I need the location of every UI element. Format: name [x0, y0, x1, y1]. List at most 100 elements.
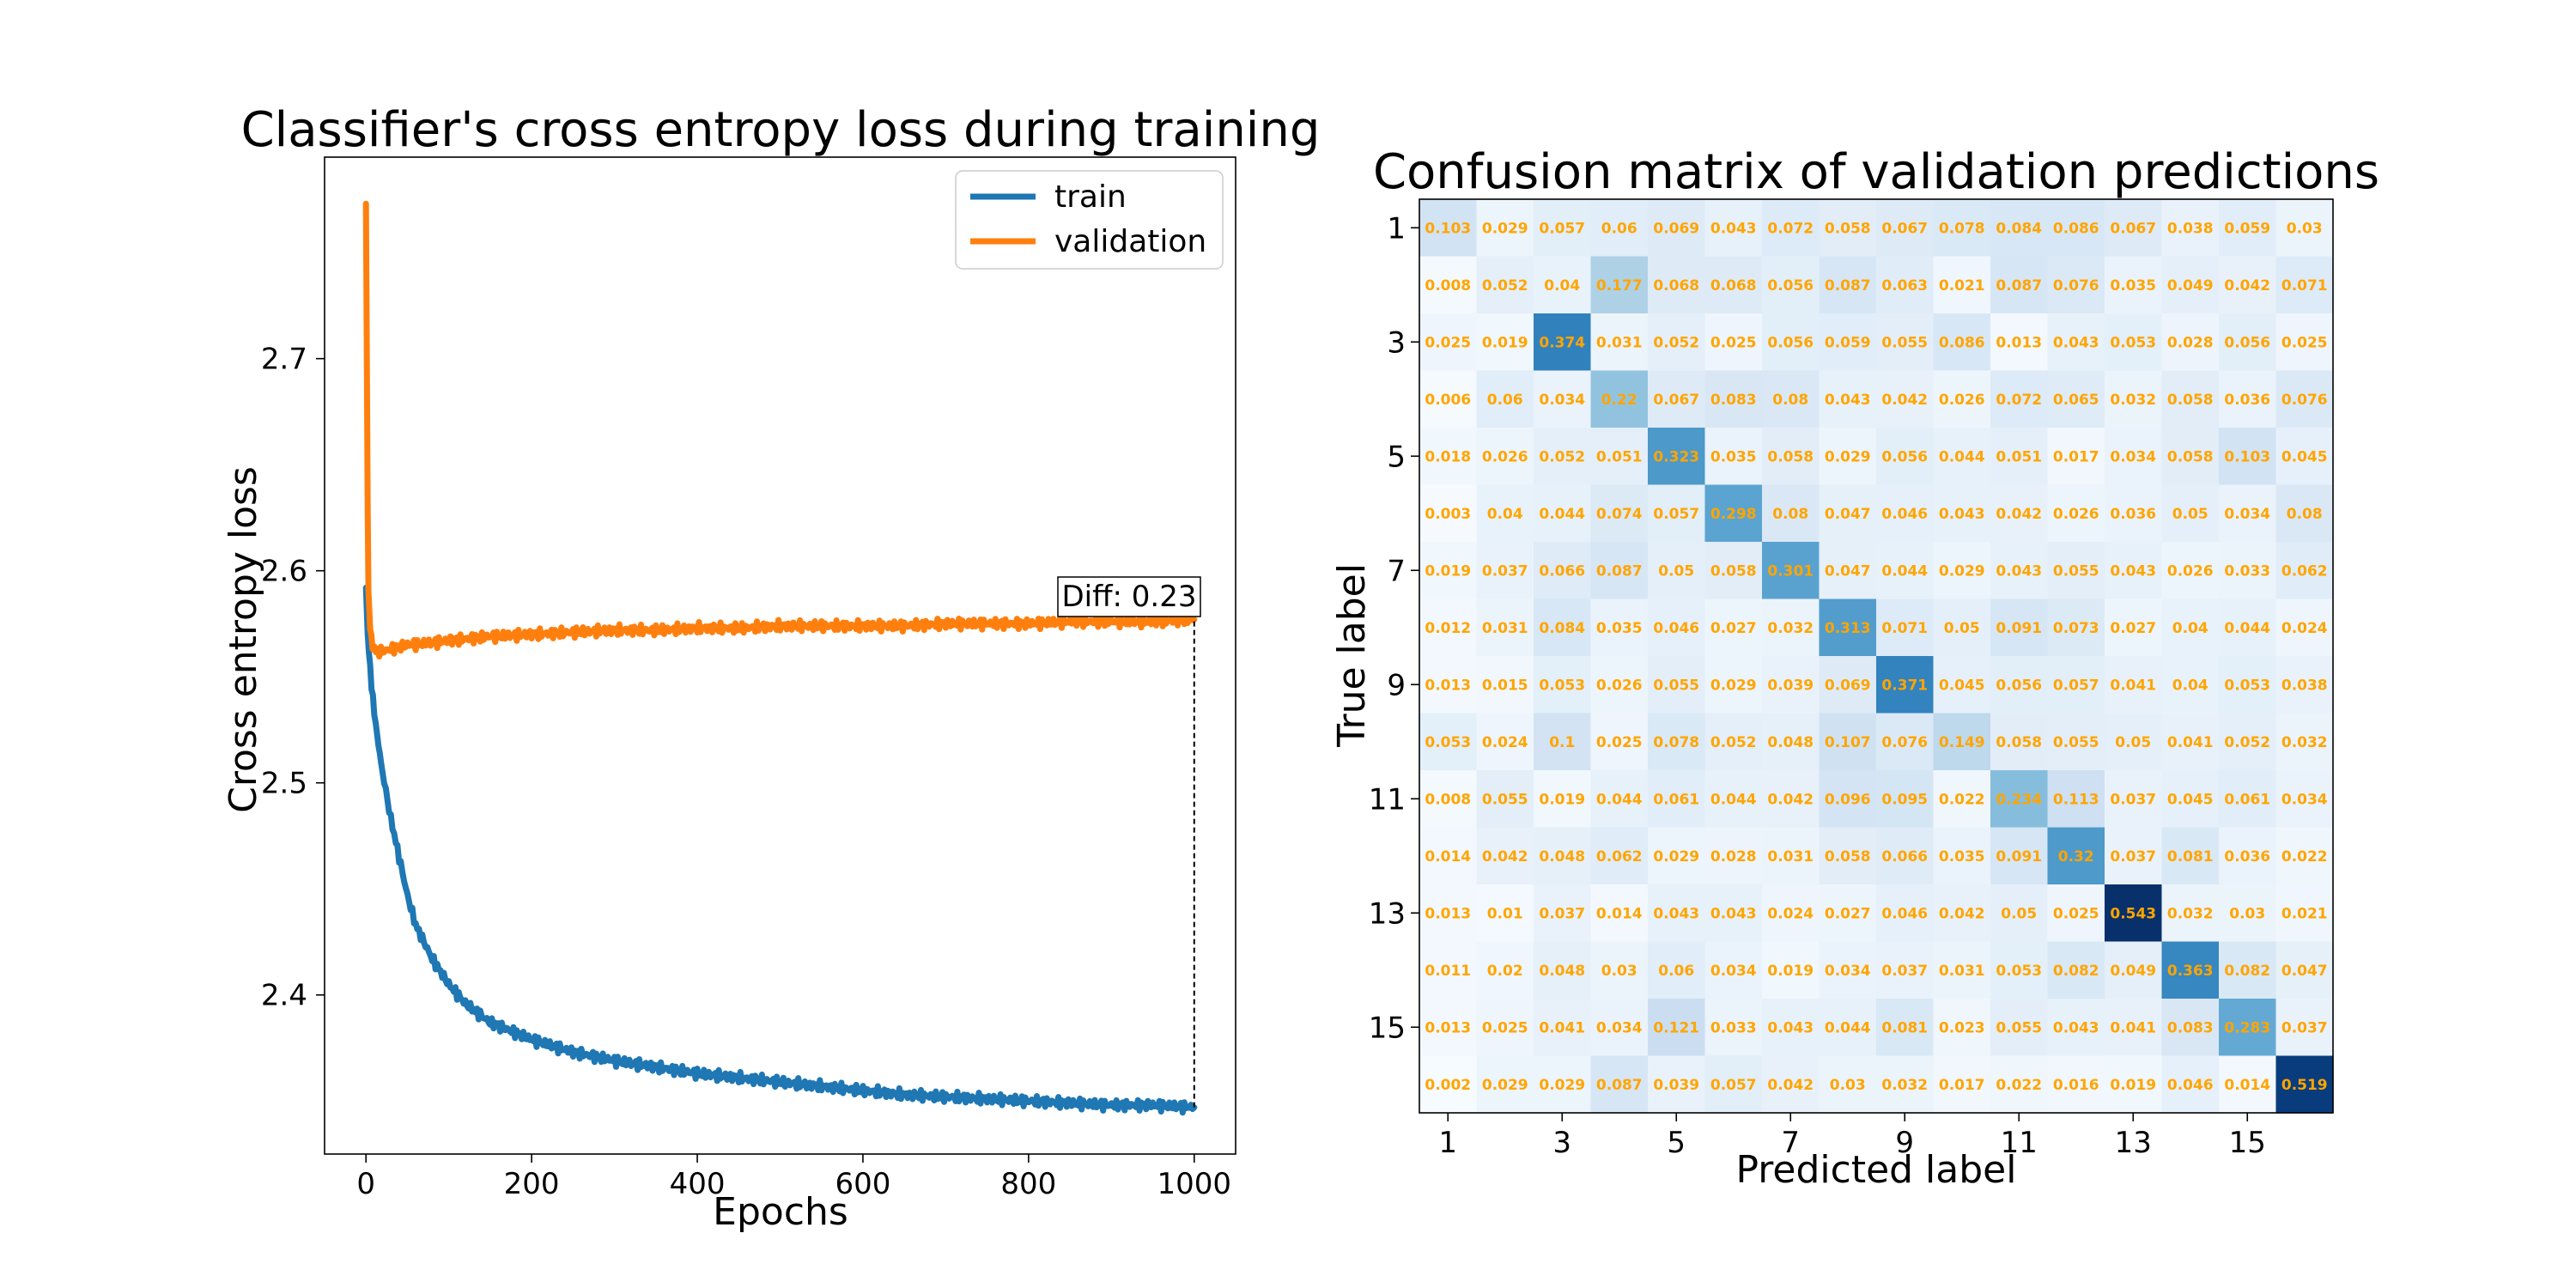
matrix-cell-value: 0.032	[2167, 905, 2214, 922]
matrix-cell-value: 0.03	[2287, 220, 2323, 237]
matrix-cell-value: 0.084	[1539, 620, 1585, 637]
matrix-cell	[1476, 598, 1534, 657]
confusion-matrix-chart: Confusion matrix of validation predictio…	[1330, 144, 2379, 1192]
matrix-cell	[2047, 370, 2105, 428]
matrix-cell	[1762, 542, 1820, 600]
matrix-cell-value: 0.036	[2224, 392, 2270, 409]
matrix-cell	[1590, 999, 1649, 1057]
matrix-cell	[1534, 428, 1592, 486]
matrix-cell	[2105, 941, 2163, 999]
loss-y-tick-label: 2.5	[261, 767, 307, 801]
matrix-cell	[2219, 884, 2277, 943]
matrix-cell	[1648, 370, 1706, 428]
matrix-cell	[2105, 713, 2163, 771]
matrix-cell	[1762, 428, 1820, 486]
matrix-cell-value: 0.371	[1881, 677, 1928, 694]
matrix-cell	[1590, 313, 1649, 372]
matrix-cell	[1933, 428, 1991, 486]
matrix-cell-value: 0.042	[2224, 277, 2270, 295]
matrix-cell	[1762, 713, 1820, 771]
matrix-cell-value: 0.087	[1596, 1077, 1643, 1094]
matrix-cell-value: 0.03	[1830, 1077, 1866, 1094]
matrix-cell	[1933, 199, 1991, 258]
matrix-cell-value: 0.046	[1653, 620, 1699, 637]
series-line-train	[362, 585, 1198, 1116]
loss-x-ticks: 0 200 400 600 800 1000	[356, 1154, 1231, 1201]
matrix-cell	[1590, 827, 1649, 885]
matrix-cell-value: 0.095	[1881, 791, 1928, 808]
matrix-cell-value: 0.044	[1825, 1019, 1871, 1036]
matrix-cell-value: 0.053	[1425, 734, 1471, 751]
matrix-cell-value: 0.22	[1601, 392, 1637, 409]
matrix-cell-value: 0.042	[1767, 791, 1814, 808]
matrix-cell	[1933, 656, 1991, 714]
matrix-cell	[1419, 770, 1478, 829]
matrix-cell	[1476, 713, 1534, 771]
matrix-cell	[1648, 256, 1706, 314]
matrix-cell	[1933, 598, 1991, 657]
matrix-cell-value: 0.025	[2281, 334, 2328, 351]
matrix-cell	[1648, 770, 1706, 829]
cm-x-tick-label: 1	[1438, 1126, 1457, 1160]
matrix-cell	[2105, 598, 2163, 657]
matrix-cell	[2219, 770, 2277, 829]
loss-x-tick-label: 0	[356, 1167, 375, 1201]
matrix-cell	[1990, 256, 2049, 314]
matrix-cell	[1648, 999, 1706, 1057]
matrix-cell	[2275, 428, 2334, 486]
matrix-cell	[2047, 428, 2105, 486]
matrix-cell	[1933, 713, 1991, 771]
matrix-cell-value: 0.086	[2053, 220, 2099, 237]
matrix-cell-value: 0.055	[2053, 734, 2099, 751]
matrix-cell	[1419, 256, 1478, 314]
matrix-cell-value: 0.022	[1939, 791, 1985, 808]
matrix-cell-value: 0.072	[1767, 220, 1814, 237]
matrix-cell-value: 0.039	[1767, 677, 1814, 694]
matrix-cell-value: 0.041	[1539, 1019, 1585, 1036]
matrix-cell-value: 0.071	[1881, 620, 1928, 637]
matrix-cell-value: 0.029	[1539, 1077, 1585, 1094]
matrix-cell	[2047, 542, 2105, 600]
cm-y-tick-label: 9	[1387, 668, 1406, 702]
matrix-cell-value: 0.057	[1653, 506, 1699, 523]
matrix-cell-value: 0.05	[1658, 562, 1694, 580]
matrix-cell	[2219, 199, 2277, 258]
matrix-cell	[2161, 256, 2220, 314]
matrix-cell-value: 0.065	[2053, 392, 2099, 409]
matrix-cell	[2275, 199, 2334, 258]
matrix-cell-value: 0.021	[1939, 277, 1985, 295]
matrix-cell	[1990, 827, 2049, 885]
matrix-cell-value: 0.023	[1939, 1019, 1985, 1036]
matrix-cell	[1990, 370, 2049, 428]
matrix-cell	[1648, 428, 1706, 486]
matrix-cell	[2219, 428, 2277, 486]
matrix-cell	[1590, 713, 1649, 771]
matrix-cell	[1476, 484, 1534, 543]
matrix-cell-value: 0.019	[1482, 334, 1528, 351]
matrix-cell-value: 0.031	[1939, 963, 1985, 980]
matrix-cell	[1990, 941, 2049, 999]
matrix-cell	[2161, 999, 2220, 1057]
matrix-cell	[2047, 199, 2105, 258]
matrix-cell	[1534, 770, 1592, 829]
matrix-cell-value: 0.029	[1482, 220, 1528, 237]
matrix-cell-value: 0.082	[2053, 963, 2099, 980]
matrix-cell	[2275, 999, 2334, 1057]
matrix-cell-value: 0.04	[1544, 277, 1580, 295]
matrix-cell-value: 0.06	[1658, 963, 1694, 980]
matrix-cell-value: 0.053	[1539, 677, 1585, 694]
matrix-cell	[1933, 1055, 1991, 1114]
matrix-cell	[1534, 542, 1592, 600]
matrix-cell	[2161, 428, 2220, 486]
matrix-cell	[1933, 770, 1991, 829]
matrix-cell	[1476, 370, 1534, 428]
matrix-cell-value: 0.034	[1539, 392, 1585, 409]
cm-x-tick-label: 3	[1552, 1126, 1571, 1160]
matrix-cell-value: 0.03	[2229, 905, 2265, 922]
matrix-cell	[1648, 884, 1706, 943]
matrix-cell-value: 0.02	[1487, 963, 1523, 980]
matrix-cell-value: 0.059	[1825, 334, 1871, 351]
matrix-cell	[1704, 370, 1763, 428]
matrix-cell	[1704, 484, 1763, 543]
matrix-cell-value: 0.032	[2110, 392, 2156, 409]
